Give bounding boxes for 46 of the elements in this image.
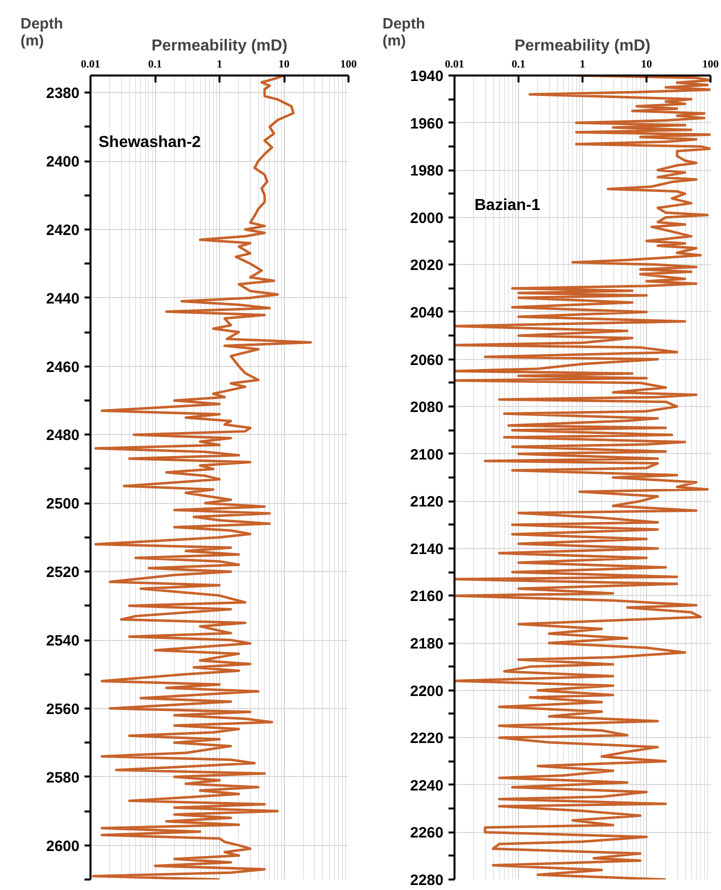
y-tick-label: 2140 xyxy=(410,540,444,558)
x-axis-title: Permeability (mD) xyxy=(514,38,651,54)
y-tick-label: 2040 xyxy=(410,304,444,322)
x-tick-label: 10 xyxy=(641,58,652,70)
x-axis-title: Permeability (mD) xyxy=(151,38,288,54)
x-tick-label: 0.1 xyxy=(148,58,162,70)
text: Shewashan-2 xyxy=(98,134,201,151)
y-tick-label: 2460 xyxy=(46,358,80,376)
x-tick-label: 100 xyxy=(340,58,358,70)
y-tick-label: 2380 xyxy=(46,85,80,102)
y-tick-label: 2600 xyxy=(46,838,80,855)
y-tick-label: 2100 xyxy=(410,446,444,464)
y-tick-label: 2400 xyxy=(46,154,80,171)
y-tick-label: 2000 xyxy=(410,210,444,227)
y-tick-label: 2120 xyxy=(410,494,444,511)
y-tick-label: 2560 xyxy=(46,700,80,718)
text: Bazian-1 xyxy=(474,197,540,214)
y-tick-label: 1960 xyxy=(410,115,444,132)
y-tick-label: 2480 xyxy=(46,427,80,444)
y-tick-label: 2440 xyxy=(46,290,80,308)
y-tick-label: 2180 xyxy=(410,636,444,653)
y-tick-label: 2060 xyxy=(410,352,444,369)
x-tick-label: 1 xyxy=(580,58,586,70)
x-tick-label: 0.01 xyxy=(444,58,464,70)
x-tick-label: 0.1 xyxy=(512,58,526,70)
y-tick-label: 2200 xyxy=(410,682,444,700)
x-tick-label: 10 xyxy=(278,58,290,70)
y-tick-label: 2540 xyxy=(46,632,80,650)
y-tick-label: 2160 xyxy=(410,588,444,606)
x-tick-label: 0.01 xyxy=(80,58,100,70)
y-axis-title: Depth (m) xyxy=(20,16,63,50)
y-tick-label: 1980 xyxy=(410,162,444,180)
y-tick-label: 2020 xyxy=(410,257,444,274)
y-tick-label: 2220 xyxy=(410,730,444,748)
y-tick-label: 2240 xyxy=(410,777,444,794)
x-tick-label: 100 xyxy=(702,58,720,70)
y-tick-label: 2280 xyxy=(410,872,444,889)
y-tick-label: 1940 xyxy=(410,68,444,85)
x-tick-label: 1 xyxy=(216,58,222,70)
y-axis-title: Depth (m) xyxy=(382,16,425,50)
y-tick-label: 2420 xyxy=(46,222,80,239)
y-tick-label: 2520 xyxy=(46,564,80,582)
y-tick-label: 2260 xyxy=(410,824,444,842)
y-tick-label: 2080 xyxy=(410,399,444,416)
y-tick-label: 2580 xyxy=(46,769,80,786)
y-tick-label: 2500 xyxy=(46,496,80,513)
